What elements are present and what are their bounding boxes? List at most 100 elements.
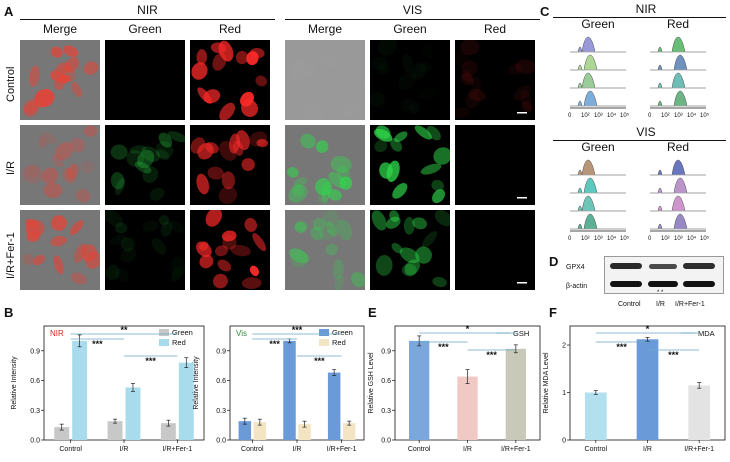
cell [520, 90, 533, 111]
y-tick-label: 0.9 [216, 348, 226, 355]
flow-histogram [650, 36, 706, 53]
bar [125, 387, 141, 440]
flow-tick-label: 10² [581, 113, 590, 119]
cell [71, 272, 87, 285]
cell [134, 161, 152, 174]
cell [218, 186, 238, 204]
cell [207, 166, 224, 180]
cell [155, 141, 174, 159]
cell [29, 65, 40, 87]
cell [300, 133, 316, 149]
vis-header-rule [285, 19, 540, 20]
cell [205, 142, 219, 154]
flow-histogram [650, 159, 706, 176]
microscopy-tile [285, 40, 365, 120]
actin-band-ir [648, 281, 678, 287]
flow-histogram [570, 54, 626, 71]
scale-bar [517, 282, 527, 284]
cell [55, 142, 74, 160]
significance-mark: *** [145, 356, 156, 366]
cell [51, 215, 67, 231]
cell [196, 173, 210, 195]
cell [420, 163, 442, 175]
column-header: Merge [42, 22, 77, 36]
cell [167, 131, 185, 143]
y-axis-label: Relative GSH Level [368, 352, 375, 414]
microscopy-tile [20, 40, 100, 120]
cell [105, 210, 124, 227]
cell [110, 172, 125, 190]
flow-tick-label: 10³ [674, 236, 683, 242]
cell [471, 75, 482, 94]
legend-label: Red [332, 338, 346, 347]
microscopy-tile [190, 210, 270, 290]
bar [505, 348, 526, 440]
cell [379, 162, 393, 179]
cell-image [20, 40, 100, 120]
flow-histogram [570, 159, 626, 176]
bar [72, 340, 88, 440]
cell [294, 220, 309, 232]
flow-nir-red-label: Red [666, 17, 689, 31]
x-tick-label: I/R [463, 446, 472, 453]
cell [330, 155, 352, 173]
cell [24, 101, 39, 117]
cell [126, 149, 145, 167]
cell [432, 189, 446, 204]
cell [385, 216, 401, 229]
y-tick-label: 2 [562, 343, 566, 350]
cell [81, 160, 95, 174]
cell [249, 265, 259, 277]
cell [334, 275, 345, 290]
cell-image [105, 40, 185, 120]
flow-tick-label: 10⁴ [687, 112, 697, 119]
cell [105, 264, 120, 281]
microscopy-tile [20, 125, 100, 205]
microscopy-tile [285, 210, 365, 290]
cell [160, 221, 173, 237]
cell-image [517, 197, 527, 199]
flow-histogram [570, 90, 626, 107]
cell-image [455, 40, 535, 118]
cell [228, 133, 241, 154]
cell [110, 144, 128, 160]
x-tick-label: Control [408, 446, 431, 453]
cell [205, 210, 223, 227]
bar [178, 362, 194, 440]
cell [212, 52, 227, 71]
microscopy-tile [285, 125, 365, 205]
cell [190, 137, 206, 154]
actin-band-fer1 [683, 281, 715, 287]
cell [370, 91, 385, 107]
panel-label-f: F [549, 305, 557, 320]
cell [62, 167, 76, 184]
flow-tick-label: 10³ [674, 113, 683, 119]
cell-image [190, 130, 269, 204]
cell [63, 45, 79, 58]
cell [43, 182, 63, 198]
bar [584, 392, 607, 440]
scale-bar [517, 197, 527, 199]
significance-mark: ** [120, 325, 128, 335]
cell [217, 259, 232, 272]
cell [50, 70, 64, 82]
flow-histogram [650, 213, 706, 230]
brightfield-bg [285, 40, 365, 120]
cell [214, 245, 228, 257]
western-group-control: Control [618, 301, 641, 308]
cell [219, 102, 236, 120]
cell [241, 277, 262, 289]
flow-vis-header: VIS [636, 125, 656, 139]
microscopy-tile [455, 40, 535, 120]
cell [120, 247, 137, 263]
cell [197, 87, 212, 104]
flow-histogram [650, 177, 706, 194]
cell [196, 49, 208, 65]
cell [37, 136, 48, 149]
flow-nir-rule [553, 17, 726, 18]
cell [389, 210, 400, 222]
cell [515, 59, 535, 74]
significance-mark: *** [92, 339, 103, 349]
cell [434, 210, 450, 227]
flow-histogram [650, 54, 706, 71]
